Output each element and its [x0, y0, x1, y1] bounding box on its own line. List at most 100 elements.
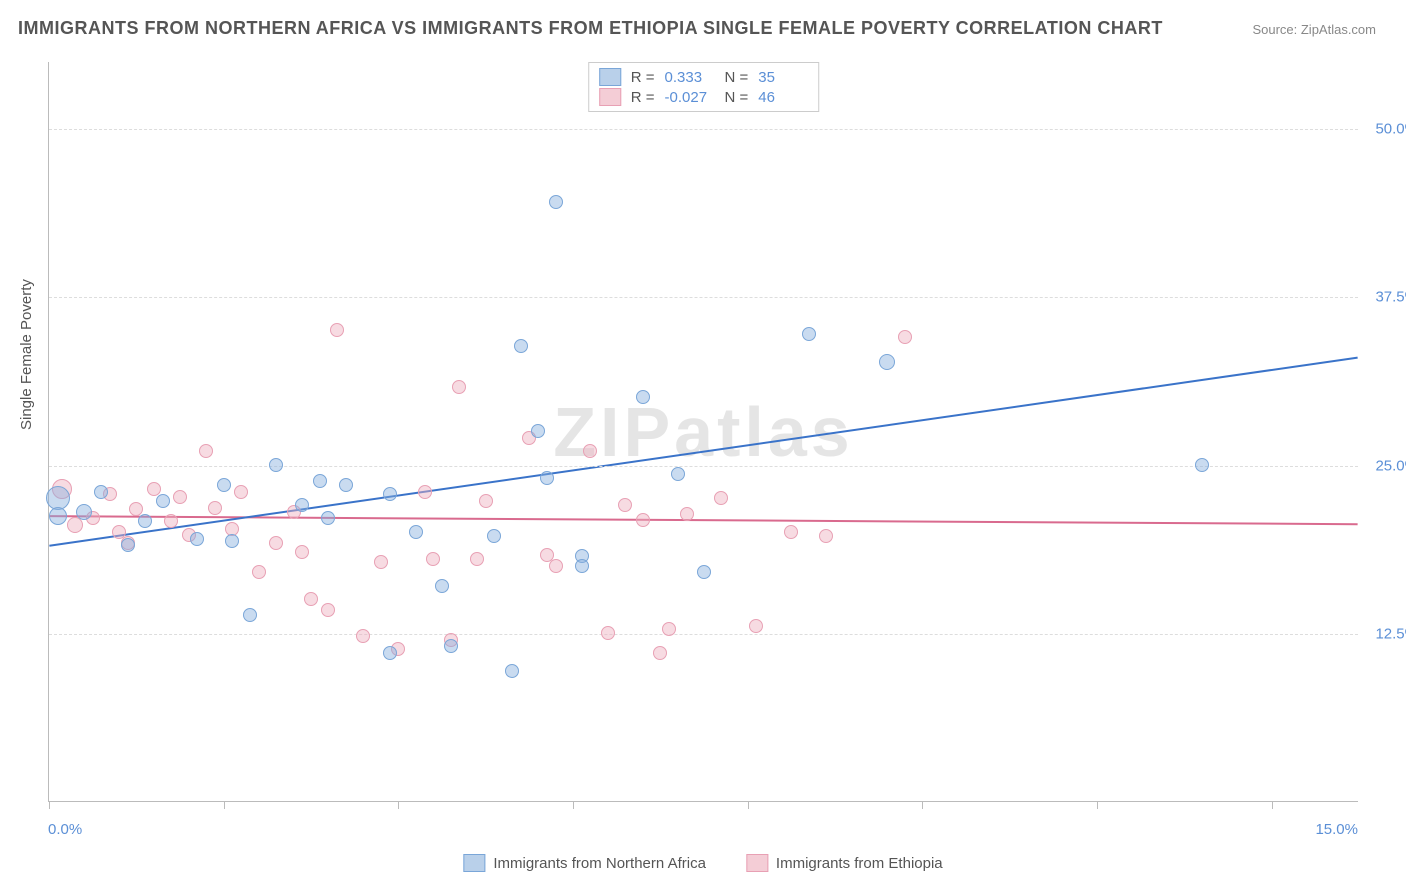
data-point [418, 485, 432, 499]
data-point [662, 622, 676, 636]
data-point [321, 511, 335, 525]
data-point [173, 490, 187, 504]
data-point [653, 646, 667, 660]
data-point [190, 532, 204, 546]
data-point [321, 603, 335, 617]
data-point [444, 639, 458, 653]
trend-line [49, 516, 1357, 524]
data-point [549, 559, 563, 573]
data-point [295, 498, 309, 512]
data-point [330, 323, 344, 337]
data-point [898, 330, 912, 344]
data-point [514, 339, 528, 353]
watermark: ZIPatlas [553, 392, 853, 472]
data-point [601, 626, 615, 640]
data-point [671, 467, 685, 481]
data-point [618, 498, 632, 512]
x-tick [224, 801, 225, 809]
data-point [94, 485, 108, 499]
y-tick-label: 37.5% [1363, 289, 1406, 306]
x-axis-max-label: 15.0% [1315, 821, 1358, 838]
data-point [225, 534, 239, 548]
data-point [531, 424, 545, 438]
data-point [1195, 458, 1209, 472]
source-name: ZipAtlas.com [1301, 22, 1376, 37]
data-point [313, 474, 327, 488]
x-tick [922, 801, 923, 809]
series1-name: Immigrants from Northern Africa [493, 855, 706, 872]
data-point [374, 555, 388, 569]
stats-legend: R = 0.333 N = 35 R = -0.027 N = 46 [588, 62, 820, 112]
data-point [549, 195, 563, 209]
data-point [164, 514, 178, 528]
data-point [505, 664, 519, 678]
data-point [714, 491, 728, 505]
gridline [49, 297, 1358, 298]
data-point [802, 327, 816, 341]
x-tick [573, 801, 574, 809]
series2-r-value: -0.027 [665, 89, 715, 106]
series1-n-value: 35 [758, 69, 808, 86]
data-point [583, 444, 597, 458]
data-point [819, 529, 833, 543]
y-tick-label: 25.0% [1363, 457, 1406, 474]
data-point [208, 501, 222, 515]
x-tick [1272, 801, 1273, 809]
data-point [243, 608, 257, 622]
gridline [49, 466, 1358, 467]
y-tick-label: 12.5% [1363, 625, 1406, 642]
r-label: R = [631, 89, 655, 106]
stats-row-2: R = -0.027 N = 46 [599, 87, 809, 107]
data-point [383, 487, 397, 501]
series2-name: Immigrants from Ethiopia [776, 855, 943, 872]
stats-row-1: R = 0.333 N = 35 [599, 67, 809, 87]
data-point [383, 646, 397, 660]
series1-swatch-icon [463, 854, 485, 872]
data-point [76, 504, 92, 520]
data-point [435, 579, 449, 593]
data-point [680, 507, 694, 521]
data-point [199, 444, 213, 458]
data-point [697, 565, 711, 579]
data-point [749, 619, 763, 633]
data-point [339, 478, 353, 492]
legend-item-1: Immigrants from Northern Africa [463, 854, 706, 872]
data-point [356, 629, 370, 643]
data-point [234, 485, 248, 499]
data-point [67, 517, 83, 533]
data-point [784, 525, 798, 539]
source-attribution: Source: ZipAtlas.com [1252, 22, 1376, 37]
plot-area: ZIPatlas R = 0.333 N = 35 R = -0.027 N =… [48, 62, 1358, 802]
data-point [304, 592, 318, 606]
data-point [540, 471, 554, 485]
data-point [49, 507, 67, 525]
data-point [452, 380, 466, 394]
data-point [470, 552, 484, 566]
gridline [49, 129, 1358, 130]
x-tick [1097, 801, 1098, 809]
trend-line [49, 358, 1357, 546]
gridline [49, 634, 1358, 635]
data-point [252, 565, 266, 579]
data-point [487, 529, 501, 543]
x-tick [748, 801, 749, 809]
data-point [409, 525, 423, 539]
n-label: N = [725, 69, 749, 86]
series-legend: Immigrants from Northern Africa Immigran… [463, 854, 942, 872]
data-point [636, 513, 650, 527]
data-point [156, 494, 170, 508]
data-point [138, 514, 152, 528]
legend-item-2: Immigrants from Ethiopia [746, 854, 943, 872]
data-point [269, 458, 283, 472]
data-point [426, 552, 440, 566]
data-point [636, 390, 650, 404]
series2-swatch-icon [599, 88, 621, 106]
chart-title: IMMIGRANTS FROM NORTHERN AFRICA VS IMMIG… [18, 18, 1163, 39]
x-tick [49, 801, 50, 809]
chart-container: IMMIGRANTS FROM NORTHERN AFRICA VS IMMIG… [0, 0, 1406, 892]
data-point [879, 354, 895, 370]
y-tick-label: 50.0% [1363, 121, 1406, 138]
trend-lines-layer [49, 62, 1358, 801]
y-axis-title: Single Female Poverty [18, 279, 35, 430]
r-label: R = [631, 69, 655, 86]
